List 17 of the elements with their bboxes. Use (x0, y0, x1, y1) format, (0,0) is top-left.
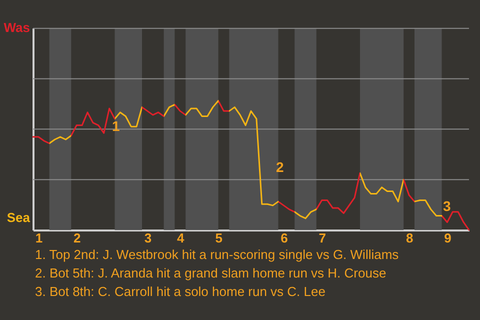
text: 1. Top 2nd: J. Westbrook hit a run-scoring single vs G. Williams (35, 247, 400, 262)
x-tick-label: 3 (144, 230, 152, 246)
text: Was (4, 20, 30, 35)
x-tick-label: 9 (444, 230, 452, 246)
annotation: 1 (112, 118, 120, 134)
annotation: 2 (276, 159, 284, 175)
x-tick-label: 1 (35, 230, 43, 246)
x-tick-label: 5 (215, 230, 222, 246)
text: Sea (6, 210, 31, 225)
text: 3. Bot 8th: C. Carroll hit a solo home run vs C. Lee (35, 284, 326, 299)
annotation: 3 (443, 198, 451, 214)
x-tick-label: 2 (73, 230, 81, 246)
text: 2. Bot 5th: J. Aranda hit a grand slam home run vs H. Crouse (35, 266, 386, 280)
x-tick-label: 6 (280, 230, 288, 246)
x-tick-label: 4 (177, 230, 186, 246)
x-tick-label: 8 (406, 230, 414, 246)
x-tick-label: 7 (318, 230, 326, 246)
